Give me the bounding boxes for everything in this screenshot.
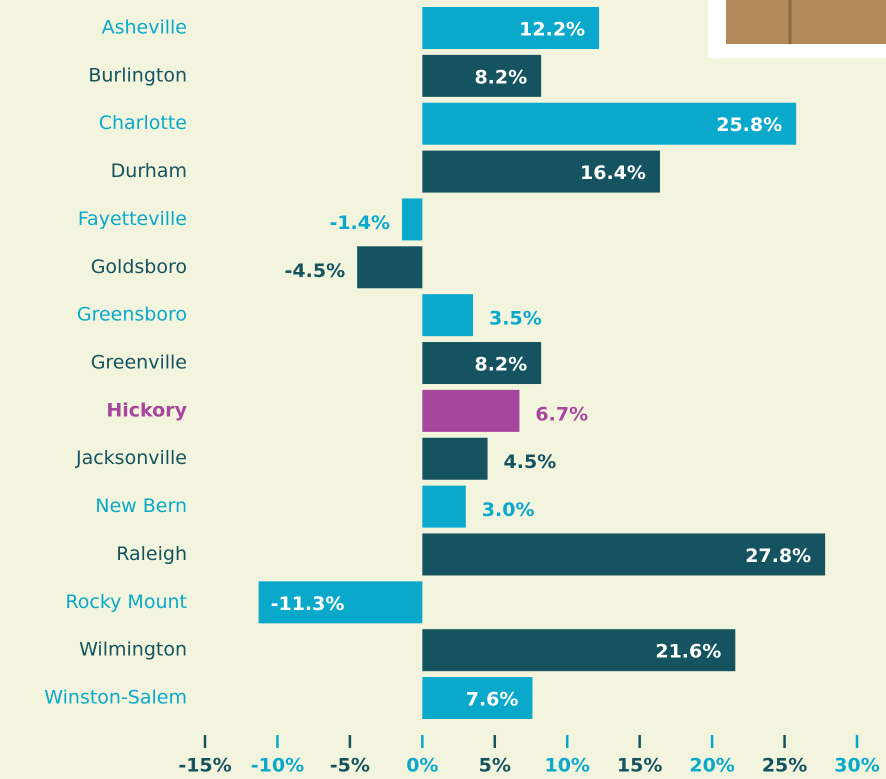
page: {"chart_data": {"type": "bar", "orientat… [0,0,886,779]
value-label: 7.6% [466,689,519,711]
bar [422,486,465,528]
x-tick-label: 15% [617,755,662,777]
category-label: Winston-Salem [44,687,187,709]
category-label: Jacksonville [75,447,187,469]
bar [422,438,487,480]
value-label: 6.7% [535,403,588,425]
value-label: 12.2% [519,19,585,41]
category-label: Raleigh [116,543,187,565]
chart: -15% -10% -5% 0% 5% 10% 15% 20% 25% 30% Asheville 1… [0,0,886,779]
value-label: 16.4% [580,162,646,184]
x-tick-label: 25% [762,755,807,777]
category-label: Durham [111,160,187,182]
category-label: Hickory [106,399,187,421]
category-label: Rocky Mount [65,591,187,613]
bar [422,294,473,336]
category-label: Wilmington [79,639,187,661]
x-tick-label: -10% [251,755,304,777]
x-tick-label: -15% [178,755,231,777]
x-tick-label: 20% [689,755,734,777]
category-label: Charlotte [99,112,187,134]
value-label: 27.8% [745,545,811,567]
category-label: Greenville [91,352,187,374]
category-label: Asheville [102,17,187,39]
value-label: 3.5% [489,308,542,330]
value-label: -1.4% [329,212,390,234]
photo [726,0,886,44]
bar [402,198,422,240]
value-label: 25.8% [716,114,782,136]
value-label: -4.5% [285,260,346,282]
value-label: 3.0% [482,499,535,521]
category-label: Fayetteville [78,208,187,230]
value-label: 21.6% [655,641,721,663]
x-tick-label: 10% [544,755,589,777]
bar [422,390,519,432]
x-tick-label: -5% [330,755,370,777]
category-label: Greensboro [77,304,187,326]
x-tick-label: 30% [834,755,879,777]
x-tick-label: 0% [406,755,438,777]
value-label: -11.3% [271,593,345,615]
value-label: 8.2% [474,66,527,88]
category-label: Burlington [88,64,187,86]
bar [357,246,422,288]
value-label: 4.5% [504,451,557,473]
value-label: 8.2% [474,354,527,376]
category-label: New Bern [95,495,187,517]
category-label: Goldsboro [91,256,187,278]
x-tick-label: 5% [479,755,511,777]
